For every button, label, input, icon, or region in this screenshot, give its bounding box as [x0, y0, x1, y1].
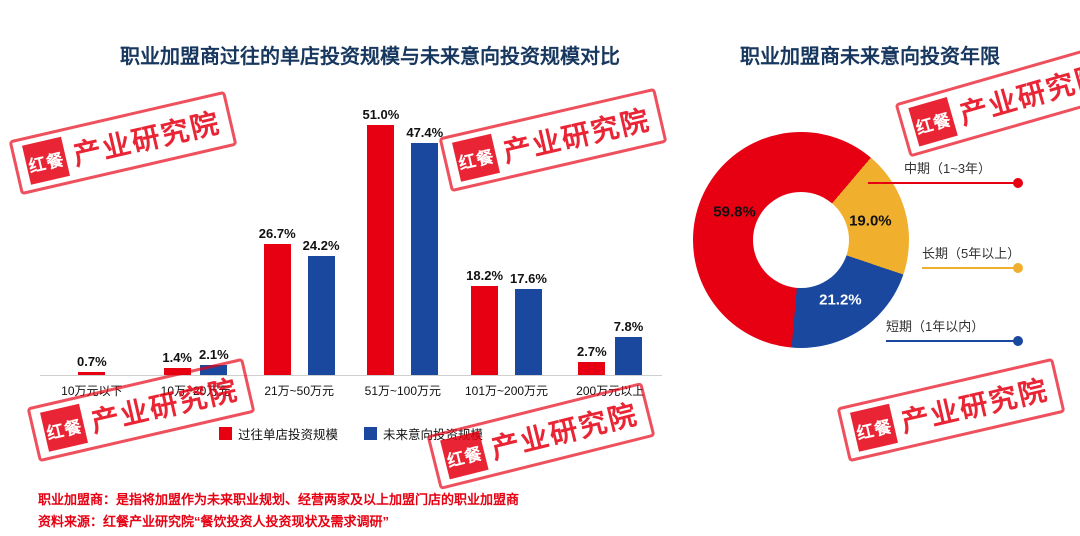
- watermark-logo-icon: 红餐: [40, 403, 89, 452]
- donut-hole: [753, 192, 849, 288]
- bar-category-labels: 10万元以下 10万~20万元 21万~50万元 51万~100万元 101万~200万…: [40, 382, 662, 399]
- bar: [367, 125, 395, 375]
- watermark-stamp: 红餐 产业研究院: [836, 357, 1066, 463]
- bar-value-label: 47.4%: [406, 124, 444, 140]
- watermark-text: 产业研究院: [898, 374, 1052, 439]
- bar-value-label: 18.2%: [466, 267, 504, 283]
- bar-value-label: 0.7%: [77, 353, 107, 369]
- bar-category-label: 200万元以上: [576, 384, 645, 398]
- bar-category-label: 21万~50万元: [264, 384, 335, 398]
- bar-chart-title: 职业加盟商过往的单店投资规模与未来意向投资规模对比: [120, 46, 620, 68]
- bar-category-label: 10万~20万元: [160, 384, 231, 398]
- legend-item: 过往单店投资规模: [218, 424, 338, 443]
- footnote-definition: 职业加盟商：是指将加盟作为未来职业规划、经营两家及以上加盟门店的职业加盟商: [38, 492, 520, 507]
- bar-value-label: 26.7%: [258, 226, 296, 242]
- donut-callout-label: 长期（5年以上）: [922, 246, 1021, 261]
- bar-value-label: 7.8%: [613, 318, 644, 334]
- bar-column: 0.7%: [77, 354, 107, 375]
- bar: [578, 361, 606, 375]
- bar-group: 18.2% 17.6%: [455, 95, 559, 375]
- bar: [163, 368, 191, 375]
- donut-callout-dot-icon: [1013, 336, 1023, 346]
- donut-callout-dot-icon: [1013, 178, 1023, 188]
- donut-callout-label: 中期（1~3年）: [904, 161, 992, 176]
- bar-column: 26.7%: [259, 226, 296, 375]
- legend-swatch-icon: [364, 427, 377, 440]
- bar-column: 2.7%: [577, 344, 607, 375]
- legend-label: 过往单店投资规模: [237, 428, 338, 442]
- watermark-text: 产业研究院: [488, 398, 642, 465]
- bar-column: 17.6%: [510, 271, 547, 375]
- bar-group: 1.4% 2.1%: [144, 95, 248, 375]
- donut-chart-title: 职业加盟商未来意向投资年限: [740, 46, 1000, 68]
- bar-value-label: 17.6%: [510, 270, 547, 286]
- bar: [263, 244, 291, 375]
- bar-column: 2.1%: [199, 347, 229, 375]
- bar-value-label: 2.7%: [577, 343, 607, 359]
- bar-column: 18.2%: [466, 268, 503, 375]
- bar-column: 47.4%: [406, 125, 443, 375]
- donut-callout-dot-icon: [1013, 263, 1023, 273]
- donut-chart: 59.8% 19.0% 21.2%: [693, 132, 909, 348]
- bar-group: 2.7% 7.8%: [558, 95, 662, 375]
- watermark-logo-icon: 红餐: [22, 136, 71, 185]
- bar: [615, 336, 642, 375]
- bar-column: 1.4%: [162, 350, 192, 375]
- watermark-logo-icon: 红餐: [452, 133, 501, 182]
- watermark-logo-icon: 红餐: [908, 97, 958, 147]
- bar: [78, 371, 106, 375]
- bar-category-label: 51万~100万元: [364, 384, 442, 398]
- watermark-logo-icon: 红餐: [440, 430, 489, 480]
- bar-value-label: 24.2%: [302, 238, 340, 254]
- donut-value-label: 21.2%: [819, 291, 862, 309]
- donut-callout-label: 短期（1年以内）: [886, 319, 985, 334]
- bar: [514, 288, 542, 375]
- bar-column: 51.0%: [362, 107, 399, 375]
- bar: [411, 142, 439, 375]
- donut-value-label: 19.0%: [849, 212, 892, 230]
- bar: [307, 256, 335, 375]
- bar-column: 7.8%: [613, 318, 644, 375]
- bar-category-label: 10万元以下: [61, 384, 123, 398]
- bar-value-label: 51.0%: [362, 107, 400, 123]
- bar: [200, 364, 228, 375]
- bar-group: 26.7% 24.2%: [247, 95, 351, 375]
- donut-callout: 短期（1年以内）: [886, 316, 1023, 346]
- x-axis-line: [40, 375, 662, 376]
- watermark-logo-icon: 红餐: [850, 403, 899, 452]
- donut-callout: 长期（5年以上）: [922, 243, 1023, 273]
- bar: [471, 285, 499, 375]
- donut-callout: 中期（1~3年）: [868, 158, 1023, 188]
- donut-callout-line: [922, 263, 1023, 273]
- donut-callout-line: [886, 336, 1023, 346]
- donut-value-label: 59.8%: [713, 203, 756, 221]
- bar-value-label: 2.1%: [199, 346, 229, 362]
- donut-callout-line: [868, 178, 1023, 188]
- bar-category-label: 101万~200万元: [464, 384, 549, 398]
- bar-column: 24.2%: [303, 238, 340, 375]
- footnote-source: 资料来源：红餐产业研究院“餐饮投资人投资现状及需求调研”: [38, 514, 390, 529]
- legend-swatch-icon: [218, 427, 232, 440]
- bar-chart: 0.7% 1.4% 2.1% 26.7% 24.2% 51.0% 47.4% 18.2% 17.…: [40, 95, 662, 375]
- bar-group: 0.7%: [40, 95, 144, 375]
- bar-value-label: 1.4%: [162, 350, 192, 366]
- bar-group: 51.0% 47.4%: [351, 95, 455, 375]
